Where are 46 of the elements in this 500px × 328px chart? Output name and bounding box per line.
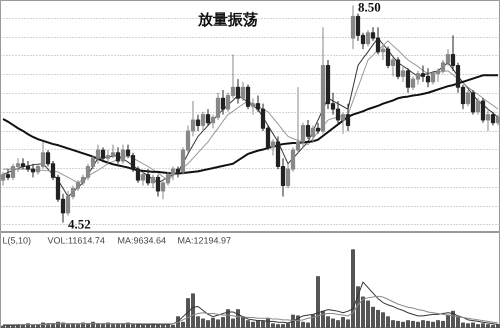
text: L(5,10) [2, 236, 32, 246]
candlestick [116, 146, 120, 164]
candlestick [466, 90, 470, 107]
candlestick [196, 114, 200, 132]
candlestick [236, 78, 240, 104]
candlestick [406, 68, 410, 94]
candlestick [390, 56, 396, 77]
candlestick [150, 174, 156, 189]
candlestick [486, 108, 490, 132]
candlestick [476, 98, 480, 116]
candlestick [480, 98, 486, 124]
candlestick [270, 138, 276, 156]
candlestick [496, 114, 500, 126]
candlestick [340, 111, 346, 134]
candlestick [400, 64, 406, 82]
text: MA:12194.97 [178, 236, 232, 246]
candlestick [366, 29, 370, 47]
candlestick [316, 122, 320, 134]
candlestick [220, 90, 226, 116]
candlestick [100, 146, 106, 162]
candlestick [470, 90, 476, 116]
candlestick [396, 56, 400, 80]
candlestick [0, 171, 6, 186]
candlestick [310, 125, 316, 142]
candlestick [250, 98, 256, 116]
candlestick [240, 81, 246, 102]
candlestick [146, 168, 150, 186]
candlestick [380, 43, 386, 60]
candlestick [6, 168, 10, 181]
candlestick [386, 46, 390, 69]
candlestick [346, 103, 350, 132]
annotation: 4.52 [68, 216, 91, 232]
candlestick [350, 4, 356, 50]
candlestick [200, 111, 206, 132]
candlestick [306, 120, 310, 140]
text: 放量振荡 [197, 11, 258, 28]
candlestick [156, 174, 160, 197]
text: VOL:11614.74 [48, 236, 105, 246]
text: MA:9634.64 [118, 236, 166, 246]
candlestick [140, 171, 146, 186]
candlestick [206, 108, 210, 126]
candlestick [120, 144, 126, 164]
candlestick [176, 166, 180, 178]
annotation: 8.50 [358, 0, 381, 14]
candlestick [246, 84, 250, 110]
candlestick [490, 111, 496, 126]
